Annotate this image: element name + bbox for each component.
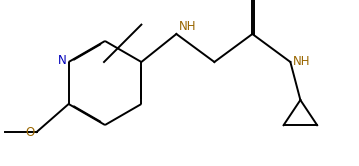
Text: NH: NH bbox=[293, 55, 311, 69]
Text: N: N bbox=[58, 54, 67, 68]
Text: O: O bbox=[25, 125, 34, 138]
Text: NH: NH bbox=[180, 20, 197, 33]
